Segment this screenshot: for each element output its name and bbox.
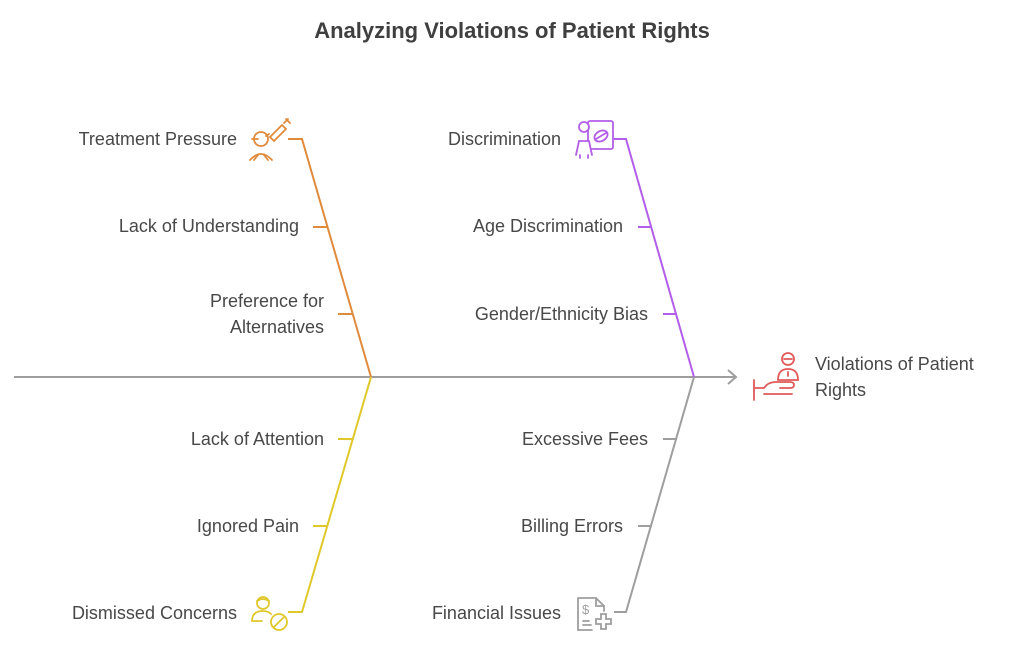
svg-text:$: $ <box>582 602 590 617</box>
category-label-treatment-pressure: Treatment Pressure <box>78 129 237 149</box>
doctor-pill-board-icon <box>575 120 614 159</box>
cause-label: Excessive Fees <box>521 429 648 449</box>
category-label-dismissed-concerns: Dismissed Concerns <box>71 603 237 623</box>
bone-financial-issues <box>614 376 695 613</box>
cause-label: Gender/Ethnicity Bias <box>474 304 648 324</box>
person-prohibited-icon <box>251 596 288 631</box>
effect-label: Violations of Patient Rights <box>815 354 974 400</box>
cause-label: Billing Errors <box>520 516 623 536</box>
category-label-financial-issues: Financial Issues <box>431 603 561 623</box>
medical-bill-icon: $ <box>577 597 612 631</box>
cause-label-preference-for: Preference for Alternatives <box>209 291 324 337</box>
bone-discrimination <box>614 138 695 378</box>
cause-label: Lack of Understanding <box>118 216 299 236</box>
patient-in-bed-icon <box>753 352 799 401</box>
syringe-patient-icon <box>249 118 291 161</box>
bone-treatment-pressure <box>288 138 372 378</box>
cause-label: Lack of Attention <box>190 429 324 449</box>
cause-label: Ignored Pain <box>196 516 299 536</box>
diagram-title: Analyzing Violations of Patient Rights <box>314 18 710 43</box>
category-label-discrimination: Discrimination <box>447 129 561 149</box>
bone-dismissed-concerns <box>288 376 372 613</box>
spine-arrowhead-icon <box>727 369 738 385</box>
cause-label: Age Discrimination <box>472 216 623 236</box>
